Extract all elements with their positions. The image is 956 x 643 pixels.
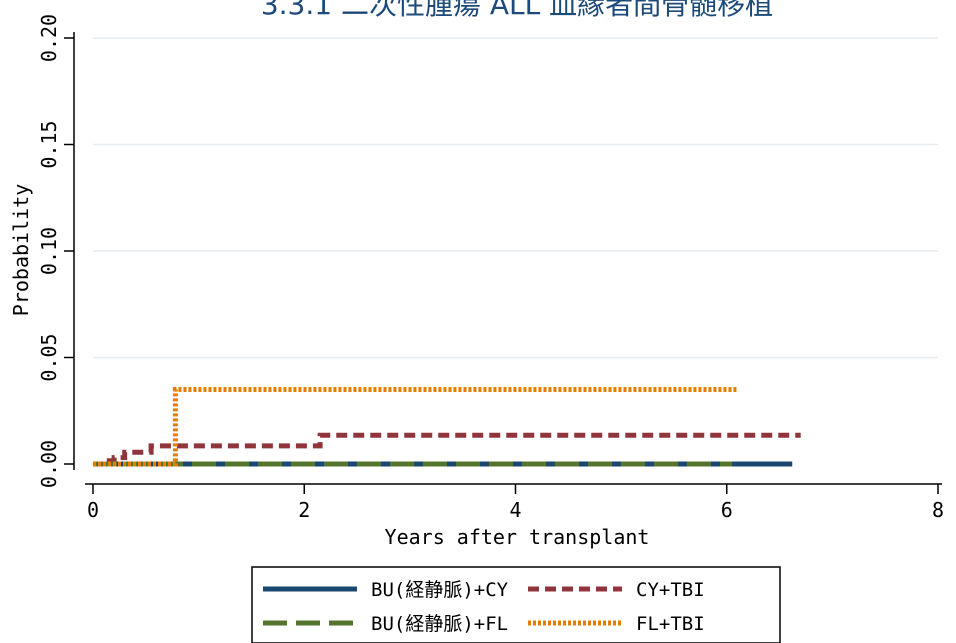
legend-box <box>251 566 781 643</box>
x-axis-title: Years after transplant <box>385 525 650 549</box>
y-tick-label: 0.00 <box>37 440 61 488</box>
x-tick-label: 0 <box>87 498 99 522</box>
x-tick-label: 2 <box>298 498 310 522</box>
legend: BU(経静脈)+CY CY+TBI BU(経静脈)+FL FL+TBI <box>251 566 781 643</box>
legend-label: FL+TBI <box>636 613 705 635</box>
x-tick-label: 4 <box>509 498 521 522</box>
x-tick-label: 6 <box>721 498 733 522</box>
y-tick-label: 0.05 <box>37 333 61 381</box>
plot-series <box>93 386 801 467</box>
y-tick-label: 0.10 <box>37 227 61 275</box>
legend-label: BU(経静脈)+CY <box>371 579 509 601</box>
legend-label: CY+TBI <box>636 579 705 601</box>
x-tick-label: 8 <box>932 498 944 522</box>
y-tick-label: 0.20 <box>37 14 61 62</box>
grid-lines <box>93 37 938 359</box>
legend-label: BU(経静脈)+FL <box>371 613 508 635</box>
chart-title: 3.3.1 二次性腫瘍 ALL 血縁者間骨髄移植 <box>261 0 773 21</box>
y-tick-label: 0.15 <box>37 120 61 168</box>
series-line <box>93 386 738 467</box>
axes <box>64 32 942 494</box>
y-axis-title: Probability <box>9 184 33 316</box>
tick-labels: 0.00 0.05 0.10 0.15 0.20 0 2 4 6 8 <box>37 14 944 522</box>
series-line <box>93 432 801 467</box>
